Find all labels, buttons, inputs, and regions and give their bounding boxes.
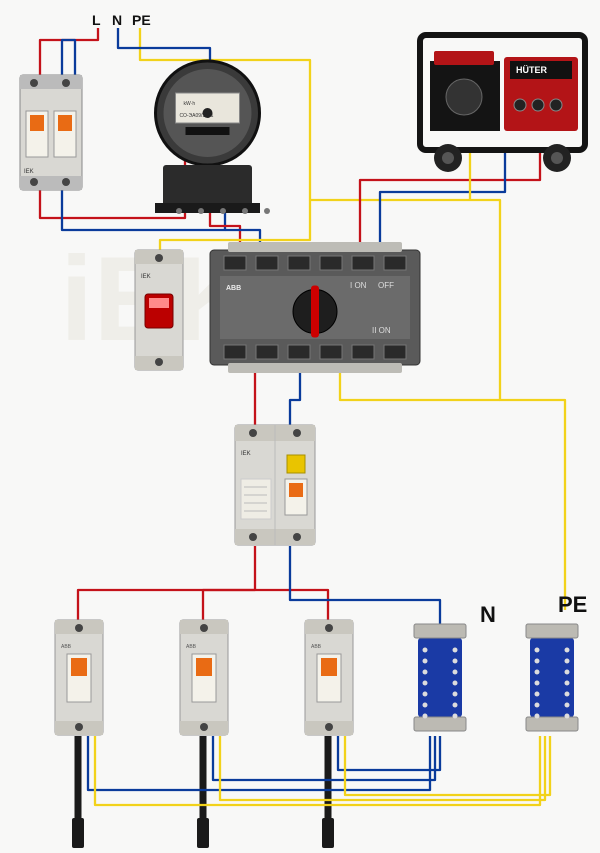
svg-text:I ON: I ON (350, 281, 367, 290)
wire-N (88, 736, 430, 790)
generator: HÜTER (420, 35, 585, 172)
svg-text:IEK: IEK (241, 451, 251, 457)
svg-text:OFF: OFF (378, 281, 394, 290)
transfer-switch: ABB I ON OFF II ON (210, 242, 420, 373)
label-N-bus: N (480, 602, 496, 628)
branch-breaker-3: ABB (305, 620, 353, 735)
svg-text:IEK: IEK (141, 274, 151, 280)
energy-meter: kW·hСО-ЭА09/1Ц-1 (155, 61, 270, 214)
wire-N (213, 736, 435, 780)
wire-L (255, 590, 328, 620)
indicator-module: IEK (135, 250, 183, 370)
main-breaker: IEK (20, 75, 82, 190)
wire-N (338, 736, 440, 770)
svg-text:II ON: II ON (372, 326, 391, 335)
svg-text:ABB: ABB (226, 285, 241, 292)
wire-N (290, 546, 440, 624)
branch-breaker-1: ABB (55, 620, 103, 735)
wire-L (78, 546, 255, 620)
svg-text:HÜTER: HÜTER (516, 65, 547, 75)
n-busbar (414, 624, 466, 731)
svg-text:ABB: ABB (311, 644, 322, 650)
label-PE: PE (132, 12, 151, 28)
wire-PE (340, 370, 500, 400)
wire-L (40, 28, 98, 76)
svg-text:IEK: IEK (24, 169, 34, 175)
pe-busbar (526, 624, 578, 731)
wire-N (62, 40, 75, 76)
svg-text:ABB: ABB (186, 644, 197, 650)
rcd: IEK (235, 425, 315, 545)
svg-text:kW·h: kW·h (184, 101, 196, 107)
wiring-diagram: iEKIEKkW·hСО-ЭА09/1Ц-1HÜTERIEKABBI ONOFF… (0, 0, 600, 853)
label-L: L (92, 12, 101, 28)
label-PE-bus: PE (558, 592, 587, 618)
wire-L (203, 590, 255, 620)
wire-N (290, 366, 300, 426)
wire-PE (345, 736, 550, 795)
svg-text:ABB: ABB (61, 644, 72, 650)
label-N: N (112, 12, 122, 28)
branch-breaker-2: ABB (180, 620, 228, 735)
